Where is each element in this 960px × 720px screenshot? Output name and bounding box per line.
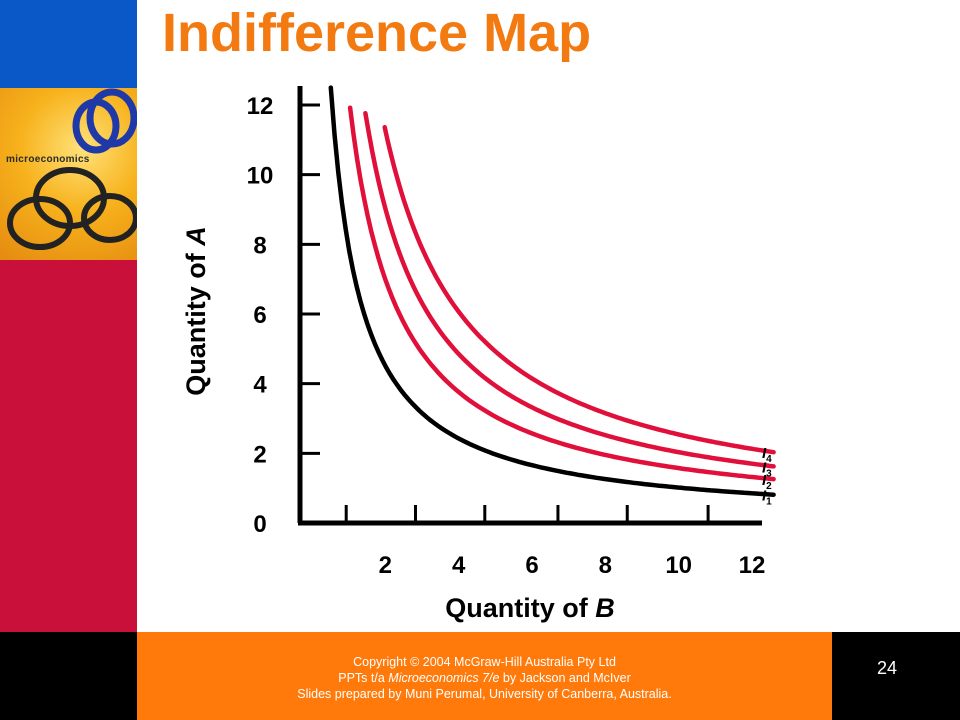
x-tick-label: 4	[452, 552, 466, 579]
x-tick-label: 8	[599, 552, 612, 579]
sidebar-red-block	[0, 260, 137, 632]
y-tick-label: 8	[253, 232, 266, 259]
curve-label-I1: I1	[762, 488, 772, 508]
curve-label-I4: I4	[762, 445, 772, 465]
y-axis-label: Quantity of A	[181, 226, 211, 396]
y-axis-tick-labels: 0 2 4 6 8 10 12	[247, 93, 274, 538]
slide-footer: Copyright © 2004 McGraw-Hill Australia P…	[137, 632, 832, 720]
coil-graphic-icon	[7, 88, 137, 250]
footer-line-3: Slides prepared by Muni Perumal, Univers…	[297, 687, 672, 701]
indifference-curves	[328, 85, 776, 497]
slide-title: Indifference Map	[162, 3, 592, 63]
x-tick-label: 12	[739, 552, 766, 579]
y-tick-label: 12	[247, 93, 274, 120]
y-tick-label: 2	[253, 441, 266, 468]
footer-copyright: Copyright © 2004 McGraw-Hill Australia P…	[137, 654, 832, 702]
x-tick-label: 2	[379, 552, 392, 579]
curve-I4	[382, 124, 776, 455]
book-cover-image: microeconomics	[0, 88, 137, 260]
y-tick-label: 4	[253, 372, 267, 399]
y-tick-label: 0	[253, 511, 266, 538]
x-axis-label: Quantity of B	[445, 593, 615, 623]
x-tick-label: 6	[525, 552, 538, 579]
sidebar-blue-block	[0, 0, 137, 88]
curve-label-I2: I2	[762, 472, 772, 492]
x-axis-tick-labels: 2 4 6 8 10 12	[379, 552, 766, 579]
footer-line-1: Copyright © 2004 McGraw-Hill Australia P…	[353, 655, 616, 669]
x-axis-ticks	[344, 505, 710, 523]
footer-line-2: PPTs t/a Microeconomics 7/e by Jackson a…	[338, 671, 631, 685]
y-tick-label: 6	[253, 302, 266, 329]
page-number: 24	[876, 658, 898, 678]
footer-left-block	[0, 632, 137, 720]
curve-label-I3: I3	[762, 459, 772, 479]
chart-axes	[297, 86, 762, 526]
curve-I3	[363, 110, 776, 469]
y-tick-label: 10	[247, 163, 274, 190]
footer-right-block	[832, 632, 960, 720]
y-axis-ticks	[300, 103, 320, 455]
curve-I2	[347, 105, 776, 482]
cover-title-text: microeconomics	[6, 154, 90, 165]
x-tick-label: 10	[665, 552, 692, 579]
curve-I1	[328, 85, 776, 497]
